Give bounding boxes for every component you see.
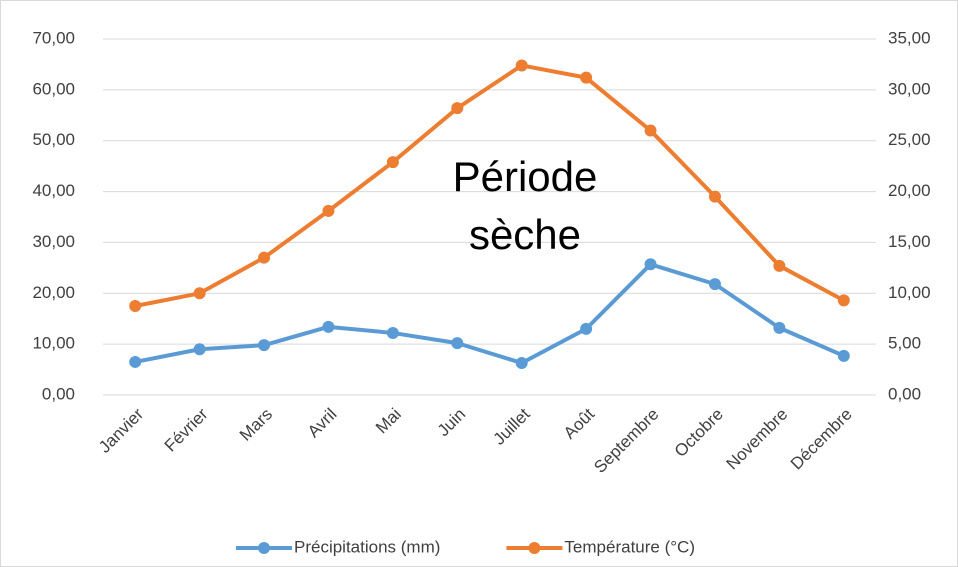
data-point — [386, 326, 399, 339]
y-tick-label: 20,00 — [32, 283, 75, 302]
y-tick-label: 10,00 — [32, 334, 75, 353]
data-point — [129, 300, 142, 312]
legend-label: Température (°C) — [564, 537, 695, 556]
data-point — [322, 320, 335, 333]
y2-tick-label: 25,00 — [888, 130, 931, 149]
legend-marker — [258, 542, 270, 554]
y2-tick-label: 10,00 — [888, 283, 931, 302]
data-point — [580, 71, 593, 84]
data-point — [837, 294, 850, 307]
y-tick-label: 70,00 — [32, 28, 75, 47]
series-line — [134, 63, 845, 308]
data-point — [451, 337, 464, 350]
y-tick-label: 50,00 — [32, 130, 75, 149]
data-point — [773, 321, 786, 334]
data-point — [708, 190, 721, 203]
y2-tick-label: 15,00 — [888, 232, 931, 251]
series-line — [134, 262, 845, 365]
data-point — [580, 322, 593, 335]
data-point — [193, 343, 206, 356]
y-tick-label: 30,00 — [32, 232, 75, 251]
data-point — [837, 349, 850, 362]
data-point — [708, 278, 721, 291]
data-point — [258, 251, 271, 264]
y2-tick-label: 30,00 — [888, 79, 931, 98]
data-point — [644, 258, 657, 271]
y2-tick-label: 35,00 — [888, 28, 931, 47]
data-point — [322, 204, 335, 217]
legend-label: Précipitations (mm) — [294, 537, 440, 556]
data-point — [644, 124, 657, 137]
y2-tick-label: 5,00 — [888, 334, 921, 353]
y2-tick-label: 20,00 — [888, 181, 931, 200]
data-point — [515, 356, 528, 369]
y-tick-label: 40,00 — [32, 181, 75, 200]
annotation: Période sèche — [452, 153, 598, 258]
data-point — [129, 355, 142, 368]
data-point — [193, 287, 206, 300]
data-point — [258, 339, 271, 352]
data-point — [451, 102, 464, 115]
data-point — [386, 156, 399, 169]
y-tick-label: 0,00 — [42, 384, 75, 403]
data-point — [515, 59, 528, 72]
y2-tick-label: 0,00 — [888, 384, 921, 403]
y-tick-label: 60,00 — [32, 79, 75, 98]
legend-marker — [528, 542, 541, 554]
data-point — [773, 259, 786, 272]
